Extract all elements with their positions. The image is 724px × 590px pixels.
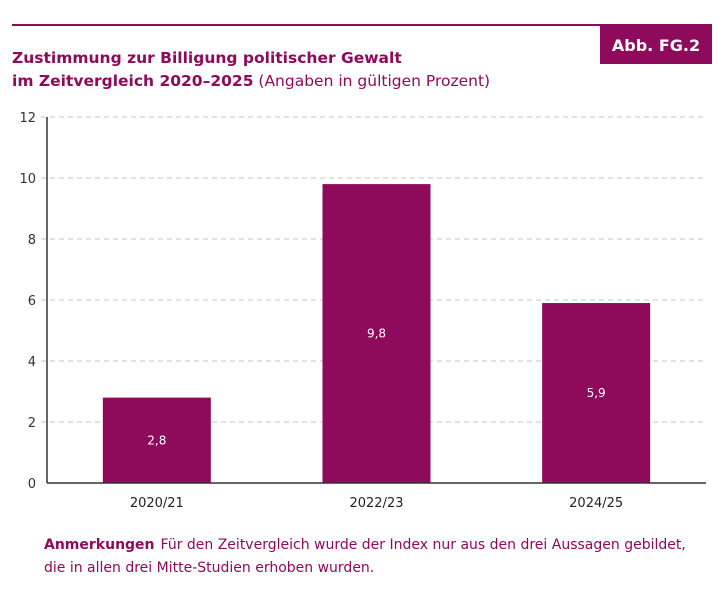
bar — [322, 184, 431, 483]
bar-value-label: 2,8 — [147, 433, 166, 447]
y-tick-label: 8 — [28, 233, 36, 248]
y-axis-ticks: 0 2 4 6 8 10 12 — [19, 111, 36, 492]
y-tick-label: 0 — [28, 477, 36, 492]
x-tick-label: 2024/25 — [569, 496, 623, 511]
y-tick-label: 12 — [19, 111, 36, 126]
x-tick-label: 2022/23 — [349, 496, 403, 511]
title-subtitle: (Angaben in gültigen Prozent) — [253, 72, 491, 90]
title-line-2: im Zeitvergleich 2020–2025 — [12, 72, 254, 90]
note-label: Anmerkungen — [44, 537, 155, 553]
x-axis-ticks: 2020/21 2022/23 2024/25 — [130, 496, 623, 511]
title-line-1: Zustimmung zur Billigung politischer Gew… — [12, 49, 402, 67]
bar-value-label: 9,8 — [367, 327, 386, 341]
y-tick-label: 10 — [19, 172, 36, 187]
chart-title: Zustimmung zur Billigung politischer Gew… — [12, 47, 490, 93]
y-tick-label: 6 — [28, 294, 36, 309]
y-tick-label: 4 — [28, 355, 36, 370]
bar-value-label: 5,9 — [587, 386, 606, 400]
value-labels: 2,8 9,8 5,9 — [147, 327, 605, 448]
top-rule — [12, 24, 712, 26]
figure-badge: Abb. FG.2 — [600, 26, 712, 64]
chart-note: Anmerkungen Für den Zeitvergleich wurde d… — [44, 534, 704, 580]
bar — [102, 397, 211, 483]
bar — [542, 303, 651, 483]
y-tick-label: 2 — [28, 416, 36, 431]
x-tick-label: 2020/21 — [130, 496, 184, 511]
note-text: Für den Zeitvergleich wurde der Index nu… — [44, 537, 686, 576]
bars — [102, 184, 651, 483]
